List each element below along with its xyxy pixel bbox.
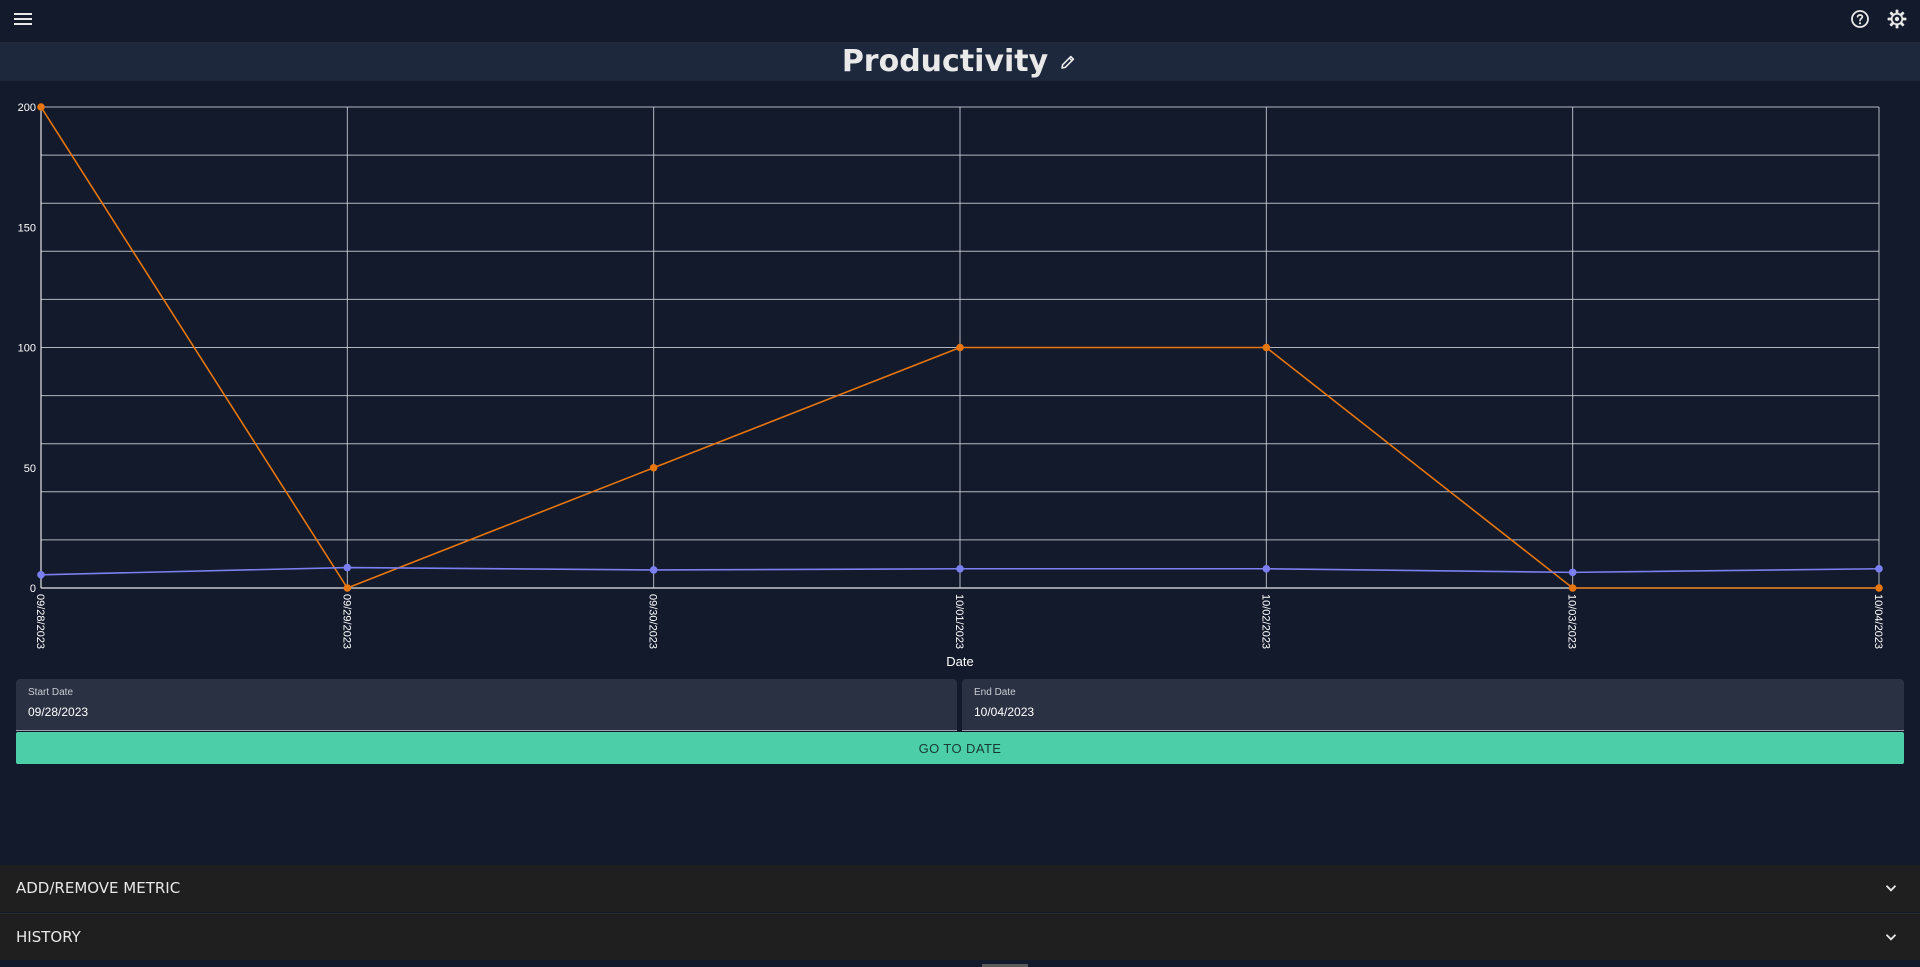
data-point: [343, 584, 352, 592]
data-point: [37, 103, 45, 111]
page-title: Productivity: [841, 44, 1049, 79]
add-remove-metric-label: ADD/REMOVE METRIC: [16, 879, 181, 897]
productivity-chart: 0 50 100 150 200 09/28/2023 09/29/2023 09/30/20…: [0, 92, 1920, 672]
y-tick-label: 100: [18, 343, 36, 355]
start-date-field[interactable]: Start Date 09/28/2023: [16, 679, 957, 731]
y-tick-label: 50: [24, 463, 36, 475]
data-point: [37, 570, 45, 579]
x-tick-label: 09/30/2023: [647, 594, 659, 649]
page-title-bar: Productivity: [0, 42, 1920, 81]
x-tick-label: 10/04/2023: [1872, 594, 1884, 649]
data-point: [1262, 343, 1271, 352]
scroll-handle: [982, 964, 1028, 967]
pencil-icon[interactable]: [1058, 52, 1078, 72]
x-tick-label: 10/01/2023: [953, 594, 965, 649]
x-tick-label: 10/03/2023: [1566, 594, 1578, 649]
data-point: [1262, 564, 1271, 573]
y-tick-label: 150: [18, 222, 36, 234]
data-point: [649, 463, 658, 472]
go-to-date-button[interactable]: GO TO DATE: [16, 732, 1904, 764]
history-section[interactable]: HISTORY: [0, 913, 1920, 960]
x-tick-label: 09/29/2023: [340, 594, 352, 649]
y-tick-label: 200: [18, 102, 36, 114]
x-tick-label: 10/02/2023: [1259, 594, 1271, 649]
gear-icon[interactable]: [1883, 5, 1911, 33]
add-remove-metric-section[interactable]: ADD/REMOVE METRIC: [0, 865, 1920, 912]
chevron-down-icon: [1885, 934, 1897, 941]
data-point: [956, 564, 964, 573]
top-app-bar: [0, 0, 1920, 42]
data-point: [343, 563, 352, 572]
end-date-label: End Date: [974, 687, 1016, 698]
end-date-field[interactable]: End Date 10/04/2023: [962, 679, 1904, 731]
history-label: HISTORY: [16, 928, 81, 946]
menu-icon[interactable]: [9, 5, 37, 33]
data-point: [956, 343, 964, 352]
y-tick-label: 0: [30, 583, 36, 595]
chevron-down-icon: [1885, 885, 1897, 892]
x-axis-label: Date: [946, 654, 973, 669]
data-point: [1568, 584, 1577, 592]
start-date-label: Start Date: [28, 687, 74, 698]
data-point: [1875, 584, 1883, 592]
x-tick-label: 09/28/2023: [34, 594, 46, 649]
data-point: [1568, 568, 1577, 577]
data-point: [649, 566, 658, 574]
end-date-value: 10/04/2023: [974, 705, 1035, 719]
data-point: [1875, 564, 1883, 573]
start-date-value: 09/28/2023: [28, 705, 89, 719]
help-icon[interactable]: [1846, 5, 1874, 33]
line-chart: 0 50 100 150 200 09/28/2023 09/29/2023 09/30/20…: [18, 102, 1884, 669]
